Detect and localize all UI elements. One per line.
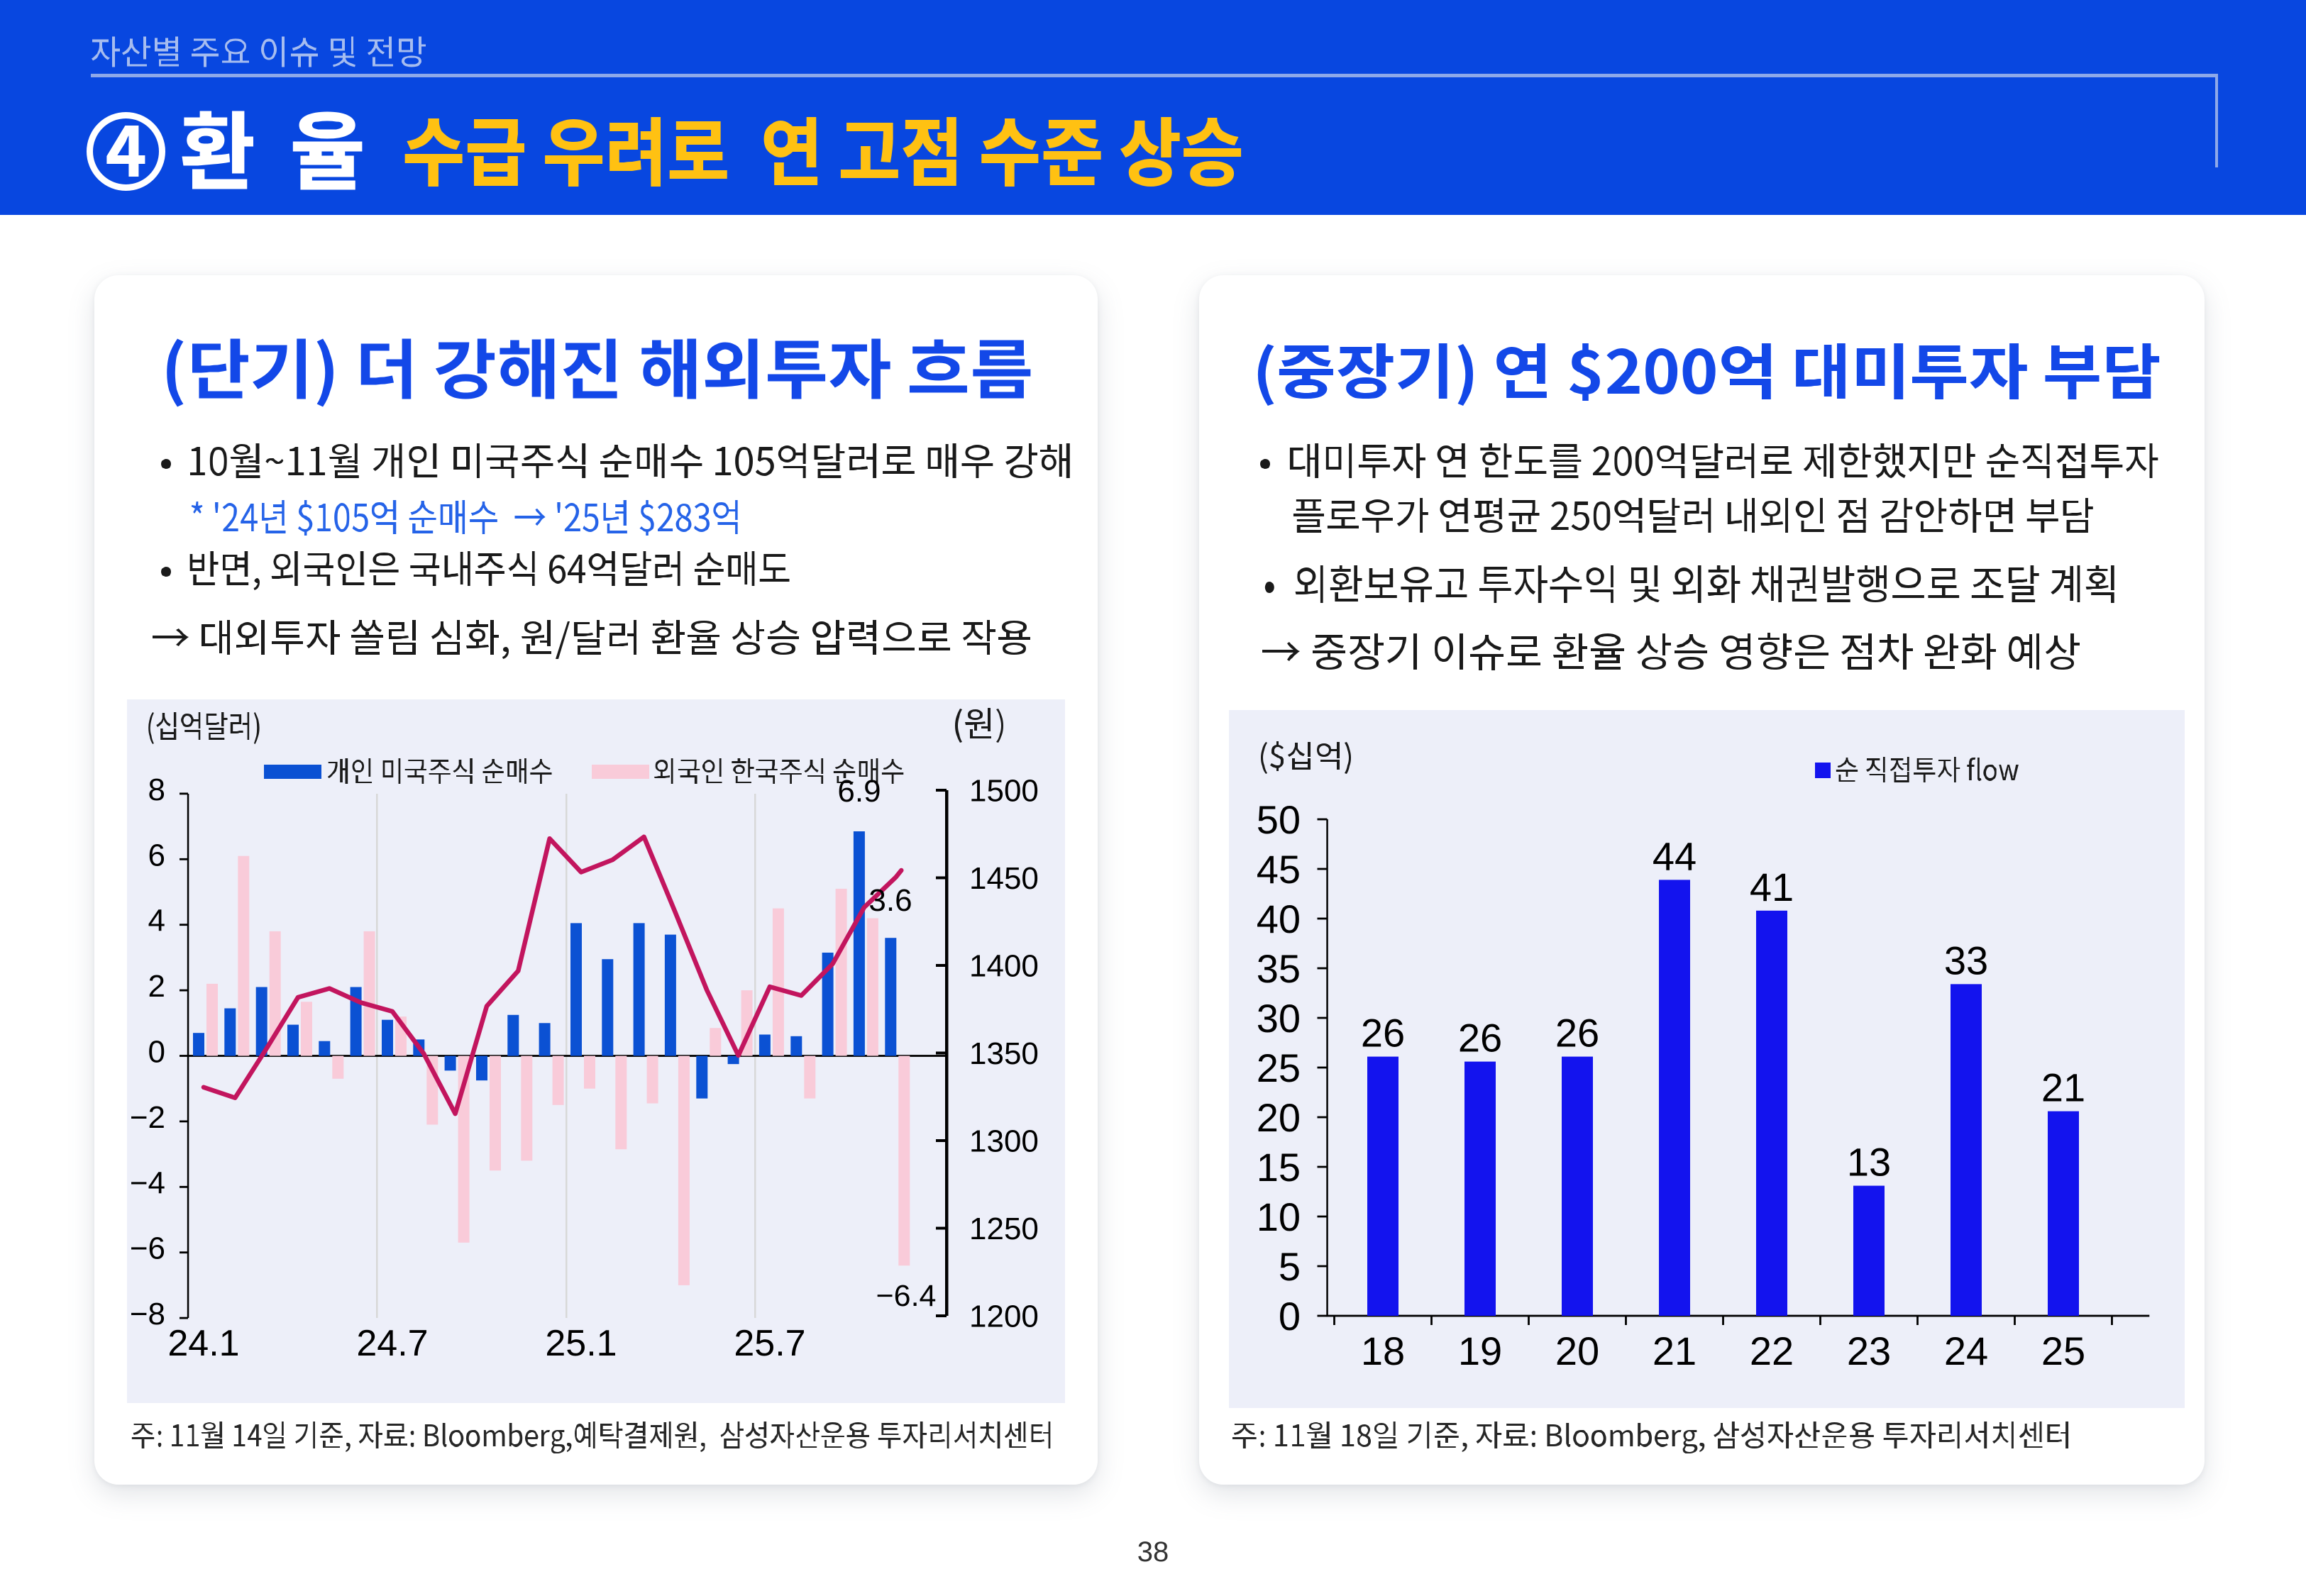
svg-text:8: 8 bbox=[148, 772, 165, 807]
svg-text:19: 19 bbox=[1458, 1329, 1502, 1373]
svg-text:−8: −8 bbox=[130, 1297, 165, 1331]
svg-text:4: 4 bbox=[148, 904, 165, 938]
svg-text:25: 25 bbox=[2041, 1329, 2085, 1373]
svg-text:21: 21 bbox=[2041, 1065, 2085, 1110]
svg-text:45: 45 bbox=[1257, 847, 1301, 892]
svg-text:33: 33 bbox=[1944, 938, 1988, 982]
svg-text:6.9: 6.9 bbox=[837, 774, 881, 809]
svg-text:20: 20 bbox=[1555, 1329, 1599, 1373]
svg-text:−4: −4 bbox=[130, 1165, 165, 1200]
svg-text:24.7: 24.7 bbox=[356, 1323, 428, 1364]
svg-text:41: 41 bbox=[1750, 865, 1794, 909]
svg-text:1350: 1350 bbox=[969, 1036, 1039, 1071]
svg-text:44: 44 bbox=[1653, 833, 1697, 878]
svg-text:1250: 1250 bbox=[969, 1212, 1039, 1246]
svg-text:13: 13 bbox=[1847, 1140, 1891, 1185]
svg-text:0: 0 bbox=[148, 1035, 165, 1070]
svg-text:15: 15 bbox=[1257, 1145, 1301, 1190]
svg-text:35: 35 bbox=[1257, 946, 1301, 991]
svg-text:20: 20 bbox=[1257, 1095, 1301, 1140]
svg-text:0: 0 bbox=[1279, 1294, 1301, 1339]
svg-text:25: 25 bbox=[1257, 1046, 1301, 1090]
svg-text:2: 2 bbox=[148, 969, 165, 1004]
svg-text:26: 26 bbox=[1458, 1016, 1502, 1060]
svg-text:24: 24 bbox=[1944, 1329, 1988, 1373]
svg-text:38: 38 bbox=[1137, 1536, 1169, 1568]
svg-text:50: 50 bbox=[1257, 797, 1301, 842]
svg-text:−2: −2 bbox=[130, 1100, 165, 1135]
svg-text:−6.4: −6.4 bbox=[876, 1279, 937, 1313]
svg-text:5: 5 bbox=[1279, 1244, 1301, 1289]
svg-text:30: 30 bbox=[1257, 996, 1301, 1041]
svg-text:1300: 1300 bbox=[969, 1124, 1039, 1159]
svg-text:1400: 1400 bbox=[969, 949, 1039, 984]
svg-text:21: 21 bbox=[1653, 1329, 1697, 1373]
svg-text:26: 26 bbox=[1361, 1011, 1405, 1055]
svg-text:10: 10 bbox=[1257, 1195, 1301, 1239]
svg-text:40: 40 bbox=[1257, 897, 1301, 941]
svg-text:25.1: 25.1 bbox=[545, 1323, 617, 1364]
svg-text:3.6: 3.6 bbox=[868, 883, 912, 918]
svg-text:−6: −6 bbox=[130, 1231, 165, 1266]
svg-text:6: 6 bbox=[148, 838, 165, 872]
svg-text:1500: 1500 bbox=[969, 774, 1039, 809]
svg-text:22: 22 bbox=[1750, 1329, 1794, 1373]
svg-text:26: 26 bbox=[1555, 1011, 1599, 1055]
svg-text:1200: 1200 bbox=[969, 1299, 1039, 1334]
svg-text:24.1: 24.1 bbox=[167, 1323, 239, 1364]
svg-text:23: 23 bbox=[1847, 1329, 1891, 1373]
svg-text:18: 18 bbox=[1361, 1329, 1405, 1373]
svg-text:1450: 1450 bbox=[969, 861, 1039, 896]
svg-text:25.7: 25.7 bbox=[734, 1323, 805, 1364]
